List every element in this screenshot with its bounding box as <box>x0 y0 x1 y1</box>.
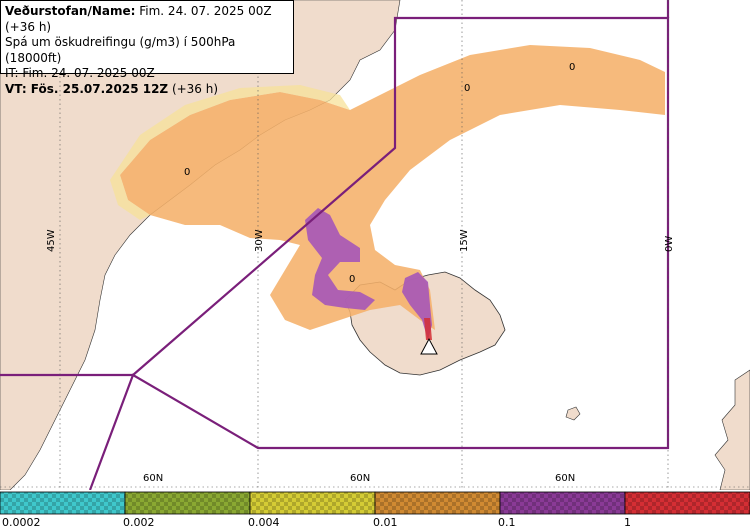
lon-label-30w: 30W <box>254 229 265 252</box>
info-name-value: Fim. 24. 07. 2025 00Z (+36 h) <box>5 4 272 34</box>
shetland-coast <box>714 369 750 490</box>
graticule <box>0 0 750 490</box>
legend-label-0: 0.0002 <box>2 516 41 529</box>
lat-label-60n-a: 60N <box>143 473 163 484</box>
legend-label-3: 0.01 <box>373 516 398 529</box>
lon-label-15w: 15W <box>459 229 470 252</box>
contour-label: 0 <box>184 167 190 178</box>
legend-swatch-pattern-2 <box>250 492 375 514</box>
lon-label-45w: 45W <box>46 229 57 252</box>
info-vt-label: VT: Fös. 25.07.2025 12Z <box>5 81 169 96</box>
contour-label: 0 <box>569 62 575 73</box>
ash-dispersion-map: 45W 30W 15W 0W 60N 60N 60N 0 0 0 0 <box>0 0 750 490</box>
contour-label: 0 <box>349 274 355 285</box>
legend-swatch-pattern-5 <box>625 492 750 514</box>
legend-swatch-pattern-0 <box>0 492 125 514</box>
legend-label-1: 0.002 <box>123 516 155 529</box>
lon-label-0w: 0W <box>664 236 675 252</box>
ash-plume-highest <box>424 318 432 340</box>
contour-label: 0 <box>464 83 470 94</box>
legend-label-5: 1 <box>624 516 631 529</box>
volcano-marker-icon <box>420 337 438 355</box>
info-line-4: VT: Fös. 25.07.2025 12Z (+36 h) <box>5 82 289 98</box>
lat-label-60n-c: 60N <box>555 473 575 484</box>
info-vt-value: (+36 h) <box>168 81 219 96</box>
ash-plume-high <box>305 208 375 310</box>
info-line-3: IT: Fim. 24. 07. 2025 00Z <box>5 66 155 80</box>
legend-swatch-pattern-4 <box>500 492 625 514</box>
lat-label-60n-b: 60N <box>350 473 370 484</box>
info-name-label: Veðurstofan/Name: <box>5 4 136 18</box>
ash-plume-low <box>120 45 665 330</box>
forecast-info-box: Veðurstofan/Name: Fim. 24. 07. 2025 00Z … <box>0 0 294 96</box>
ash-plume-fringe <box>110 85 350 220</box>
concentration-legend <box>0 490 750 532</box>
legend-swatch-pattern-3 <box>375 492 500 514</box>
info-line-2: Spá um öskudreifingu (g/m3) í 500hPa (18… <box>5 35 236 65</box>
info-line-1: Veðurstofan/Name: Fim. 24. 07. 2025 00Z … <box>5 4 289 35</box>
legend-label-4: 0.1 <box>498 516 516 529</box>
legend-swatch-pattern-1 <box>125 492 250 514</box>
faroe-islands <box>565 406 581 421</box>
legend-label-2: 0.004 <box>248 516 280 529</box>
